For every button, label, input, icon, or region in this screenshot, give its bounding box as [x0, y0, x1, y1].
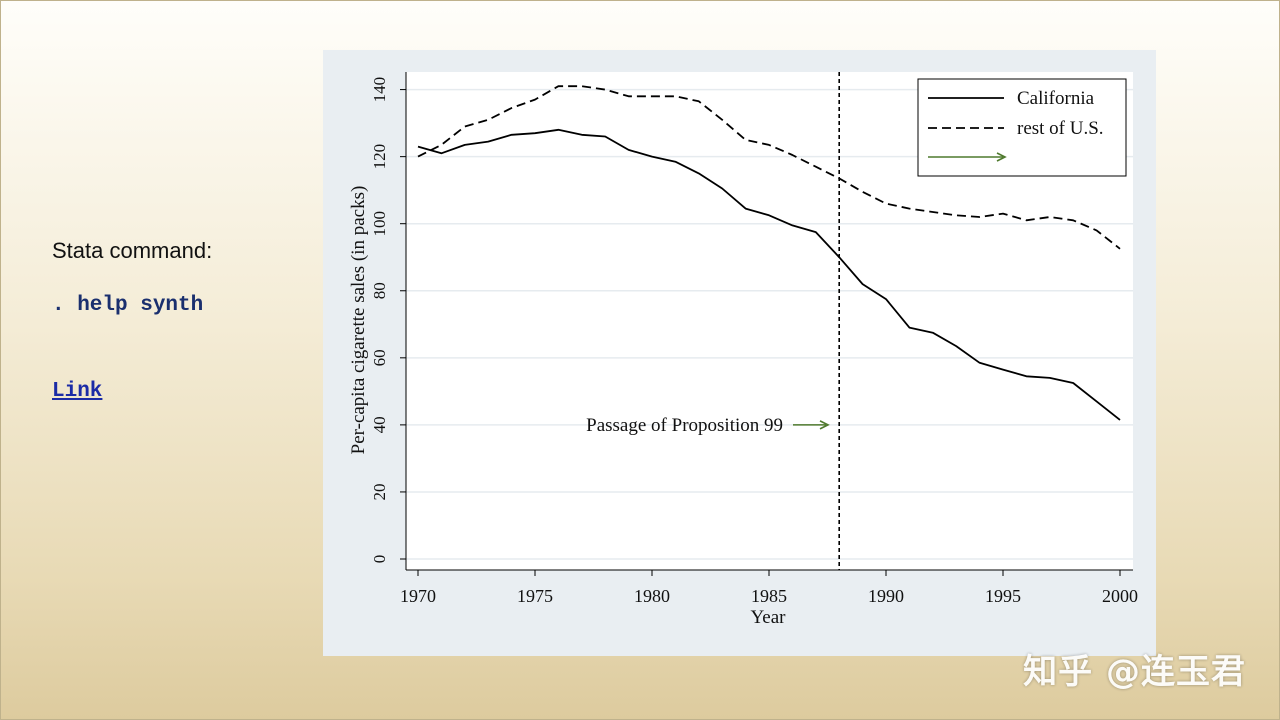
x-tick-label: 1970 [400, 586, 436, 606]
legend-swatch-arrow-head [996, 152, 1007, 162]
series-line-california [417, 128, 1121, 421]
x-tick-label: 1975 [517, 586, 553, 606]
y-tick-label: 120 [370, 144, 389, 170]
annotation-label: Passage of Proposition 99 [586, 415, 783, 436]
x-tick-label: 2000 [1102, 586, 1138, 606]
x-tick-label: 1995 [985, 586, 1021, 606]
watermark: 知乎 @连玉君 [1023, 652, 1246, 692]
annotation-arrow-head [819, 420, 830, 430]
line-chart: 0 20 40 60 80 100 120 140 1970 1975 1980 1985 1990 19… [348, 72, 1138, 628]
y-tick-label: 100 [370, 211, 389, 237]
series-line-rest-of-us [417, 85, 1121, 250]
y-axis-title: Per-capita cigarette sales (in packs) [348, 186, 369, 455]
legend-box [917, 78, 1127, 177]
legend-label-rest-of-us: rest of U.S. [1017, 118, 1104, 139]
chart-panel: 0 20 40 60 80 100 120 140 1970 1975 1980 1985 1990 19… [323, 50, 1156, 656]
stata-command-label: Stata command: [52, 238, 213, 263]
x-tick-label: 1990 [868, 586, 904, 606]
y-tick-label: 20 [370, 483, 389, 500]
stata-command-code: . help synth [52, 294, 204, 317]
y-tick-label: 40 [370, 416, 389, 433]
x-tick-label: 1985 [751, 586, 787, 606]
x-axis-title: Year [750, 607, 786, 628]
y-tick-label: 0 [370, 555, 389, 564]
x-tick-label: 1980 [634, 586, 670, 606]
y-tick-label: 140 [370, 77, 389, 103]
y-tick-label: 60 [370, 349, 389, 366]
y-tick-label: 80 [370, 282, 389, 299]
legend-label-california: California [1017, 88, 1095, 109]
link[interactable]: Link [52, 380, 103, 403]
